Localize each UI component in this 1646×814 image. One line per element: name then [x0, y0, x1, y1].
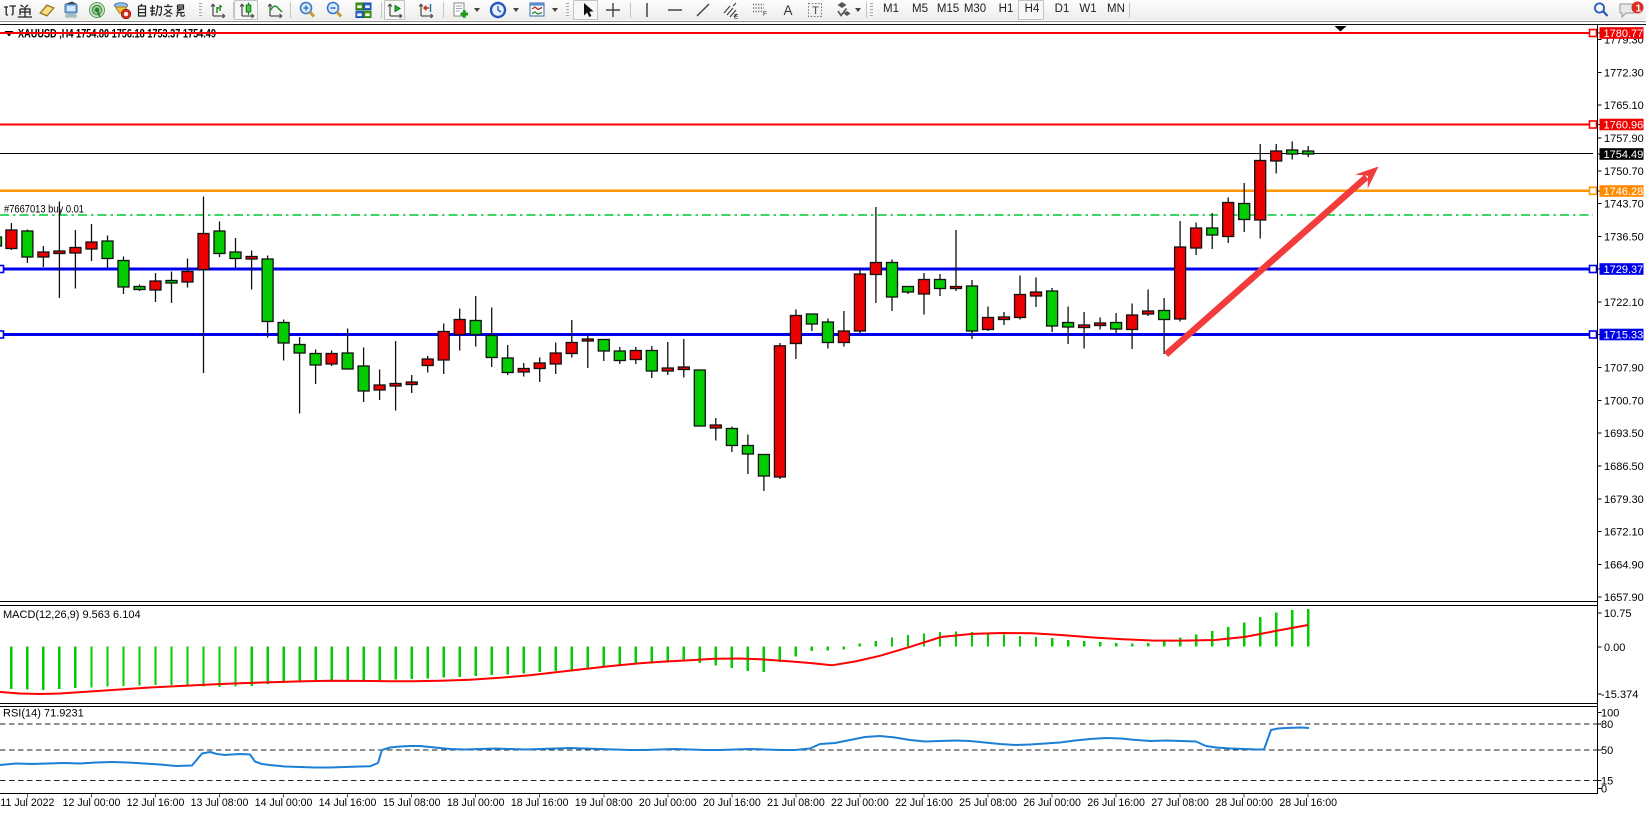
svg-text:15: 15	[1601, 776, 1613, 788]
svg-text:1: 1	[1636, 3, 1642, 15]
svg-text:-15.374: -15.374	[1601, 689, 1638, 701]
svg-text:1700.70: 1700.70	[1604, 395, 1644, 407]
svg-text:80: 80	[1601, 719, 1613, 731]
svg-text:14 Jul 16:00: 14 Jul 16:00	[319, 797, 377, 809]
svg-text:22 Jul 16:00: 22 Jul 16:00	[895, 797, 953, 809]
svg-text:1679.30: 1679.30	[1604, 494, 1644, 506]
svg-text:26 Jul 16:00: 26 Jul 16:00	[1087, 797, 1145, 809]
svg-text:1657.90: 1657.90	[1604, 592, 1644, 604]
svg-text:13 Jul 08:00: 13 Jul 08:00	[191, 797, 249, 809]
svg-text:26 Jul 00:00: 26 Jul 00:00	[1023, 797, 1081, 809]
svg-text:18 Jul 16:00: 18 Jul 16:00	[511, 797, 569, 809]
svg-text:100: 100	[1601, 708, 1619, 720]
svg-text:11 Jul 2022: 11 Jul 2022	[0, 797, 54, 809]
svg-text:18 Jul 00:00: 18 Jul 00:00	[447, 797, 505, 809]
svg-text:28 Jul 16:00: 28 Jul 16:00	[1279, 797, 1337, 809]
svg-text:20 Jul 00:00: 20 Jul 00:00	[639, 797, 697, 809]
svg-text:1729.37: 1729.37	[1604, 264, 1644, 276]
svg-text:1750.70: 1750.70	[1604, 166, 1644, 178]
svg-text:1780.77: 1780.77	[1604, 28, 1644, 40]
svg-text:12 Jul 00:00: 12 Jul 00:00	[63, 797, 121, 809]
svg-text:1743.70: 1743.70	[1604, 199, 1644, 211]
svg-text:F: F	[763, 11, 767, 18]
svg-text:1686.50: 1686.50	[1604, 461, 1644, 473]
svg-text:20 Jul 16:00: 20 Jul 16:00	[703, 797, 761, 809]
svg-text:1664.90: 1664.90	[1604, 559, 1644, 571]
svg-text:1736.50: 1736.50	[1604, 231, 1644, 243]
svg-text:1722.10: 1722.10	[1604, 297, 1644, 309]
svg-text:27 Jul 08:00: 27 Jul 08:00	[1151, 797, 1209, 809]
svg-text:1693.50: 1693.50	[1604, 428, 1644, 440]
svg-text:1772.30: 1772.30	[1604, 67, 1644, 79]
svg-text:28 Jul 00:00: 28 Jul 00:00	[1215, 797, 1273, 809]
svg-text:22 Jul 00:00: 22 Jul 00:00	[831, 797, 889, 809]
svg-text:25 Jul 08:00: 25 Jul 08:00	[959, 797, 1017, 809]
svg-text:10.75: 10.75	[1604, 608, 1632, 620]
svg-text:1765.10: 1765.10	[1604, 100, 1644, 112]
svg-text:15 Jul 08:00: 15 Jul 08:00	[383, 797, 441, 809]
svg-text:0.00: 0.00	[1604, 642, 1625, 654]
svg-text:#7667013 buy 0.01: #7667013 buy 0.01	[4, 204, 84, 216]
svg-text:21 Jul 08:00: 21 Jul 08:00	[767, 797, 825, 809]
svg-text:RSI(14) 71.9231: RSI(14) 71.9231	[3, 708, 84, 720]
svg-text:1715.33: 1715.33	[1604, 330, 1644, 342]
svg-text:1672.10: 1672.10	[1604, 527, 1644, 539]
svg-text:19 Jul 08:00: 19 Jul 08:00	[575, 797, 633, 809]
svg-text:T: T	[812, 5, 819, 17]
svg-text:0: 0	[1601, 784, 1607, 796]
svg-text:MACD(12,26,9) 9.563 6.104: MACD(12,26,9) 9.563 6.104	[3, 609, 141, 621]
svg-text:50: 50	[1601, 745, 1613, 757]
svg-text:14 Jul 00:00: 14 Jul 00:00	[255, 797, 313, 809]
svg-text:1707.90: 1707.90	[1604, 363, 1644, 375]
svg-text:1754.49: 1754.49	[1604, 149, 1644, 161]
svg-text:1746.28: 1746.28	[1604, 186, 1644, 198]
svg-text:E: E	[734, 14, 739, 20]
svg-text:12 Jul 16:00: 12 Jul 16:00	[127, 797, 185, 809]
svg-text:1757.90: 1757.90	[1604, 133, 1644, 145]
svg-text:1760.96: 1760.96	[1604, 120, 1644, 132]
svg-text:XAUUSD ,H4 1754.80 1756.18 17: XAUUSD ,H4 1754.80 1756.18 1753.37 1754.…	[18, 29, 216, 41]
